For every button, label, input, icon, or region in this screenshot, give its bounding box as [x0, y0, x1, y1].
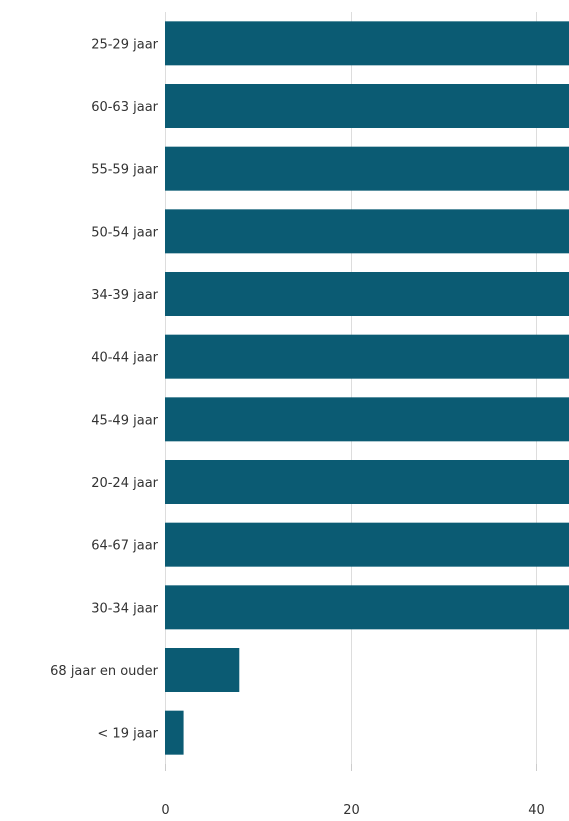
bar-1[interactable]	[165, 84, 569, 128]
category-label-7: 20-24 jaar	[91, 476, 158, 491]
bar-8[interactable]	[165, 522, 569, 567]
category-label-0: 25-29 jaar	[91, 37, 158, 52]
bar-9[interactable]	[165, 585, 569, 630]
bar-10[interactable]	[165, 648, 240, 692]
category-label-2: 55-59 jaar	[91, 163, 158, 178]
category-label-5: 40-44 jaar	[91, 351, 158, 366]
bar-11[interactable]	[165, 710, 184, 755]
bar-2[interactable]	[165, 146, 569, 191]
category-label-4: 34-39 jaar	[91, 288, 158, 303]
category-label-3: 50-54 jaar	[91, 225, 158, 240]
category-label-10: 68 jaar en ouder	[50, 664, 159, 679]
category-label-8: 64-67 jaar	[91, 539, 158, 554]
category-labels: 25-29 jaar 60-63 jaar 55-59 jaar 50-54 jaar…	[50, 37, 159, 741]
category-label-11: < 19 jaar	[97, 727, 158, 742]
tick-label-1: 20	[343, 803, 360, 818]
category-label-1: 60-63 jaar	[91, 100, 158, 115]
x-axis-ticks: 0 20 40	[161, 764, 545, 818]
tick-label-0: 0	[161, 803, 169, 818]
bar-0[interactable]	[165, 21, 569, 66]
tick-label-2: 40	[528, 803, 545, 818]
bar-5[interactable]	[165, 334, 569, 379]
category-label-9: 30-34 jaar	[91, 601, 158, 616]
category-label-6: 45-49 jaar	[91, 413, 158, 428]
bar-4[interactable]	[165, 272, 569, 316]
gridlines	[165, 12, 537, 764]
bar-7[interactable]	[165, 460, 569, 504]
bar-6[interactable]	[165, 397, 569, 442]
bar-3[interactable]	[165, 209, 569, 254]
bars	[165, 21, 569, 755]
